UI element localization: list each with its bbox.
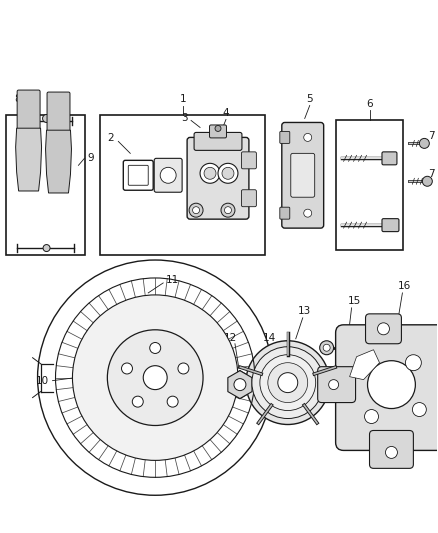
Circle shape: [189, 203, 203, 217]
Circle shape: [422, 176, 432, 186]
FancyBboxPatch shape: [241, 152, 256, 169]
FancyBboxPatch shape: [291, 154, 314, 197]
Text: 4: 4: [223, 109, 229, 118]
Circle shape: [43, 245, 50, 252]
Circle shape: [107, 330, 203, 425]
FancyBboxPatch shape: [187, 138, 249, 219]
Circle shape: [413, 402, 426, 416]
FancyBboxPatch shape: [154, 158, 182, 192]
Circle shape: [215, 125, 221, 132]
FancyBboxPatch shape: [280, 207, 290, 219]
Bar: [6, 116, 85, 255]
Circle shape: [268, 362, 308, 402]
Bar: [100, 116, 265, 255]
Circle shape: [143, 366, 167, 390]
Text: 1: 1: [180, 93, 187, 103]
FancyBboxPatch shape: [382, 219, 399, 232]
Circle shape: [121, 363, 132, 374]
Circle shape: [367, 361, 415, 409]
Circle shape: [419, 139, 429, 148]
Circle shape: [178, 363, 189, 374]
Circle shape: [225, 207, 231, 214]
Circle shape: [132, 396, 143, 407]
Bar: [336, 120, 403, 250]
Circle shape: [200, 163, 220, 183]
Polygon shape: [46, 130, 71, 193]
Text: 12: 12: [223, 333, 237, 343]
FancyBboxPatch shape: [366, 314, 401, 344]
Circle shape: [167, 396, 178, 407]
Circle shape: [193, 207, 200, 214]
Text: 16: 16: [398, 281, 411, 291]
FancyBboxPatch shape: [370, 431, 413, 469]
Text: 9: 9: [87, 154, 94, 163]
FancyBboxPatch shape: [280, 132, 290, 143]
Circle shape: [304, 209, 312, 217]
FancyBboxPatch shape: [124, 160, 153, 190]
Circle shape: [252, 347, 324, 418]
Circle shape: [222, 167, 234, 179]
Text: 7: 7: [428, 132, 434, 141]
Circle shape: [385, 447, 397, 458]
Circle shape: [72, 295, 238, 461]
Circle shape: [260, 355, 316, 410]
Text: 6: 6: [366, 99, 373, 109]
Circle shape: [204, 167, 216, 179]
Polygon shape: [228, 370, 252, 399]
Circle shape: [218, 163, 238, 183]
Circle shape: [328, 379, 339, 390]
FancyBboxPatch shape: [382, 152, 397, 165]
FancyBboxPatch shape: [336, 325, 438, 450]
Circle shape: [406, 355, 421, 370]
Circle shape: [323, 344, 330, 351]
Circle shape: [246, 341, 330, 424]
Text: 8: 8: [14, 93, 21, 103]
FancyBboxPatch shape: [209, 125, 226, 138]
FancyBboxPatch shape: [194, 132, 242, 150]
FancyBboxPatch shape: [128, 165, 148, 185]
Polygon shape: [350, 350, 379, 379]
FancyBboxPatch shape: [241, 190, 256, 207]
Text: 3: 3: [181, 114, 187, 124]
Circle shape: [378, 323, 389, 335]
Text: 11: 11: [166, 275, 179, 285]
Circle shape: [364, 409, 378, 424]
Circle shape: [42, 115, 50, 123]
Polygon shape: [16, 128, 42, 191]
Circle shape: [221, 203, 235, 217]
Circle shape: [304, 133, 312, 141]
Text: 15: 15: [348, 296, 361, 306]
FancyBboxPatch shape: [47, 92, 70, 132]
Text: 10: 10: [36, 376, 49, 386]
FancyBboxPatch shape: [17, 90, 40, 130]
Circle shape: [38, 260, 273, 495]
Circle shape: [150, 343, 161, 353]
Circle shape: [234, 378, 246, 391]
Text: 13: 13: [298, 306, 311, 316]
FancyBboxPatch shape: [282, 123, 324, 228]
FancyBboxPatch shape: [318, 367, 356, 402]
Text: 5: 5: [307, 93, 313, 103]
Circle shape: [160, 167, 176, 183]
Text: 7: 7: [428, 169, 434, 179]
Text: 14: 14: [263, 333, 276, 343]
Circle shape: [278, 373, 298, 393]
Text: 2: 2: [107, 133, 113, 143]
Circle shape: [320, 341, 334, 355]
